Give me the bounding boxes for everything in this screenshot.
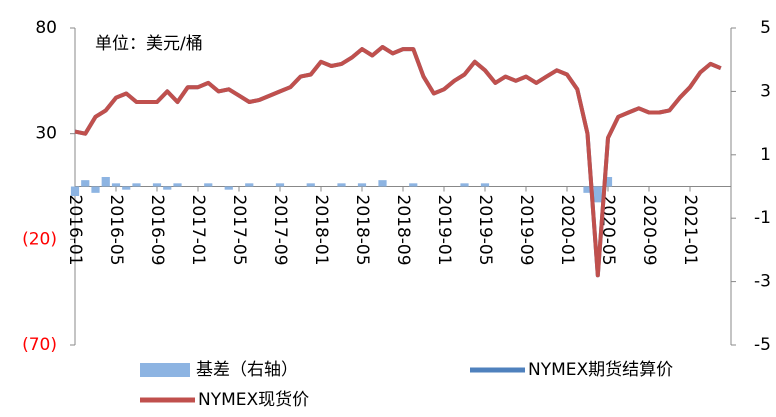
basis-bar bbox=[603, 176, 613, 187]
y2-tick-label: -5 bbox=[754, 335, 771, 355]
basis-bar bbox=[224, 186, 233, 190]
basis-bar bbox=[480, 183, 490, 187]
basis-bar bbox=[204, 183, 213, 187]
basis-bar bbox=[101, 176, 110, 187]
legend-swatch bbox=[140, 363, 190, 377]
basis-bar bbox=[409, 183, 418, 187]
x-tick-label: 2019-05 bbox=[475, 195, 495, 266]
price-line bbox=[74, 45, 722, 278]
y-tick-label: 80 bbox=[35, 18, 57, 38]
x-tick-label: 2018-09 bbox=[393, 195, 413, 266]
x-tick-label: 2016-01 bbox=[65, 195, 85, 266]
basis-bar bbox=[593, 186, 602, 203]
x-tick-label: 2020-01 bbox=[557, 195, 577, 266]
basis-bar bbox=[306, 183, 315, 187]
legend-label: NYMEX期货结算价 bbox=[528, 360, 673, 380]
x-tick-label: 2021-01 bbox=[680, 195, 700, 266]
x-tick-label: 2017-05 bbox=[229, 195, 249, 266]
x-tick-label: 2017-01 bbox=[188, 195, 208, 266]
x-tick-label: 2018-01 bbox=[311, 195, 331, 266]
basis-bar bbox=[173, 183, 182, 187]
basis-bar bbox=[378, 180, 387, 187]
annotation: 单位：美元/桶 bbox=[95, 34, 203, 54]
basis-bar bbox=[152, 183, 162, 187]
basis-bar bbox=[583, 186, 592, 193]
legend-label: NYMEX现货价 bbox=[198, 390, 309, 410]
x-tick-label: 2017-09 bbox=[270, 195, 290, 266]
x-tick-label: 2019-01 bbox=[434, 195, 454, 266]
y2-tick-label: -1 bbox=[754, 208, 771, 228]
y2-tick-label: 3 bbox=[760, 81, 771, 101]
y2-tick-label: 5 bbox=[760, 18, 771, 38]
y2-tick-label: 1 bbox=[760, 145, 771, 165]
basis-bar bbox=[70, 186, 80, 197]
basis-bar bbox=[132, 183, 141, 187]
y-tick-label: 30 bbox=[35, 124, 57, 144]
basis-bar bbox=[91, 186, 100, 193]
legend-label: 基差（右轴） bbox=[196, 360, 298, 380]
x-tick-label: 2016-09 bbox=[147, 195, 167, 266]
basis-bar bbox=[245, 183, 254, 187]
x-tick-label: 2019-09 bbox=[516, 195, 536, 266]
basis-bar bbox=[460, 183, 469, 187]
basis-bar bbox=[337, 183, 346, 187]
basis-bar bbox=[163, 186, 172, 190]
basis-bar bbox=[81, 180, 90, 187]
basis-bar bbox=[111, 183, 121, 187]
basis-bar bbox=[275, 183, 285, 187]
basis-bar bbox=[122, 186, 131, 190]
y-tick-label: (70) bbox=[22, 335, 57, 355]
y2-tick-label: -3 bbox=[754, 272, 771, 292]
y-tick-label: (20) bbox=[22, 229, 57, 249]
basis-bar bbox=[357, 183, 367, 187]
x-tick-label: 2020-09 bbox=[639, 195, 659, 266]
x-tick-label: 2018-05 bbox=[352, 195, 372, 266]
x-tick-label: 2016-05 bbox=[106, 195, 126, 266]
